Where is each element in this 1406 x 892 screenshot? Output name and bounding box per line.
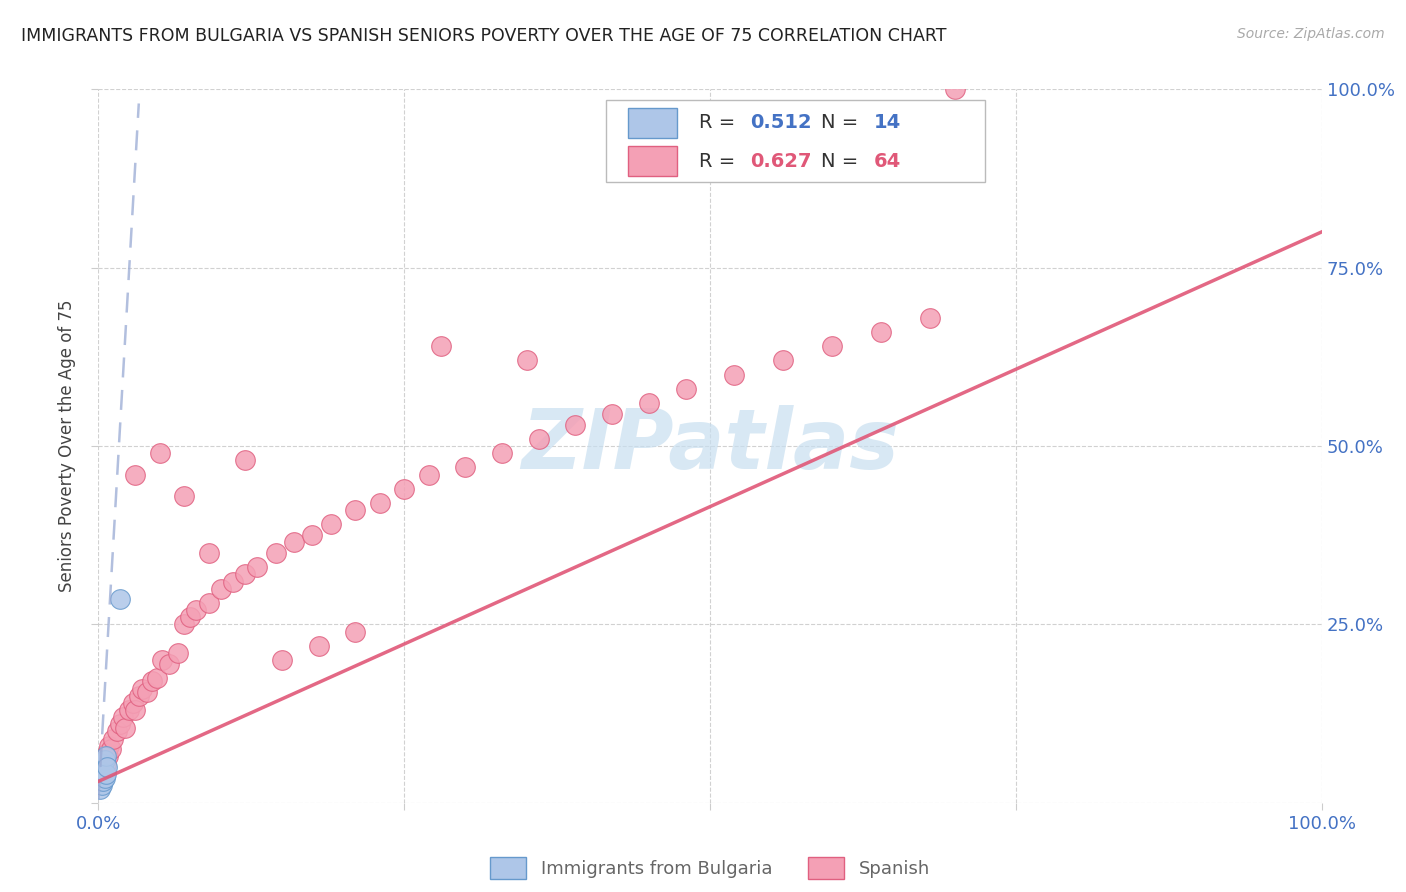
- Point: [527, 432, 550, 446]
- Point: [418, 467, 440, 482]
- Text: 64: 64: [875, 152, 901, 171]
- Point: [222, 574, 245, 589]
- Legend: Immigrants from Bulgaria, Spanish: Immigrants from Bulgaria, Spanish: [482, 850, 938, 887]
- Point: [91, 767, 114, 781]
- Point: [283, 535, 305, 549]
- Point: [94, 767, 117, 781]
- Point: [308, 639, 330, 653]
- Point: [91, 756, 114, 771]
- Point: [124, 467, 146, 482]
- Point: [93, 753, 115, 767]
- Point: [515, 353, 537, 368]
- Point: [319, 517, 342, 532]
- Point: [118, 703, 141, 717]
- Point: [105, 724, 128, 739]
- Point: [111, 710, 134, 724]
- Point: [124, 703, 146, 717]
- Point: [209, 582, 232, 596]
- Point: [264, 546, 287, 560]
- Point: [90, 774, 112, 789]
- Point: [150, 653, 173, 667]
- Point: [491, 446, 513, 460]
- Text: R =: R =: [699, 152, 741, 171]
- Point: [91, 764, 114, 778]
- Point: [97, 749, 120, 764]
- Point: [96, 746, 118, 760]
- Point: [146, 671, 169, 685]
- Text: IMMIGRANTS FROM BULGARIA VS SPANISH SENIORS POVERTY OVER THE AGE OF 75 CORRELATI: IMMIGRANTS FROM BULGARIA VS SPANISH SENI…: [21, 27, 946, 45]
- Text: Source: ZipAtlas.com: Source: ZipAtlas.com: [1237, 27, 1385, 41]
- Point: [173, 489, 195, 503]
- Point: [723, 368, 745, 382]
- Point: [870, 325, 893, 339]
- Text: 0.512: 0.512: [751, 113, 813, 132]
- Point: [91, 778, 114, 792]
- Point: [90, 764, 112, 778]
- Point: [430, 339, 453, 353]
- Point: [114, 721, 136, 735]
- Point: [600, 407, 623, 421]
- Point: [454, 460, 477, 475]
- Point: [173, 617, 195, 632]
- FancyBboxPatch shape: [606, 100, 986, 182]
- Point: [179, 610, 201, 624]
- Point: [167, 646, 190, 660]
- Point: [246, 560, 269, 574]
- Point: [157, 657, 180, 671]
- Point: [121, 696, 143, 710]
- Point: [186, 603, 208, 617]
- Point: [110, 592, 132, 607]
- Point: [344, 503, 367, 517]
- Point: [89, 781, 111, 796]
- Point: [101, 731, 124, 746]
- Point: [233, 567, 256, 582]
- Point: [90, 774, 112, 789]
- Point: [197, 596, 219, 610]
- Point: [772, 353, 794, 368]
- Point: [96, 760, 118, 774]
- Point: [91, 760, 114, 774]
- Point: [141, 674, 163, 689]
- Y-axis label: Seniors Poverty Over the Age of 75: Seniors Poverty Over the Age of 75: [58, 300, 76, 592]
- Point: [270, 653, 294, 667]
- Point: [93, 753, 115, 767]
- Point: [920, 310, 942, 325]
- Point: [943, 82, 966, 96]
- Point: [98, 739, 121, 753]
- Point: [675, 382, 697, 396]
- Text: 14: 14: [875, 113, 901, 132]
- Point: [638, 396, 661, 410]
- Text: 0.627: 0.627: [751, 152, 811, 171]
- Point: [100, 742, 122, 756]
- Point: [131, 681, 153, 696]
- Point: [94, 749, 117, 764]
- Text: ZIPatlas: ZIPatlas: [522, 406, 898, 486]
- FancyBboxPatch shape: [628, 108, 678, 138]
- Point: [128, 689, 150, 703]
- Point: [197, 546, 219, 560]
- Point: [93, 771, 115, 785]
- Text: R =: R =: [699, 113, 741, 132]
- Point: [110, 717, 132, 731]
- Point: [368, 496, 391, 510]
- Text: N =: N =: [821, 152, 865, 171]
- Point: [564, 417, 586, 432]
- Point: [233, 453, 256, 467]
- Point: [91, 774, 114, 789]
- Point: [344, 624, 367, 639]
- Point: [149, 446, 172, 460]
- Point: [821, 339, 844, 353]
- Point: [136, 685, 159, 699]
- Point: [392, 482, 416, 496]
- Point: [91, 760, 114, 774]
- Text: N =: N =: [821, 113, 865, 132]
- Point: [94, 756, 117, 771]
- FancyBboxPatch shape: [628, 146, 678, 177]
- Point: [301, 528, 323, 542]
